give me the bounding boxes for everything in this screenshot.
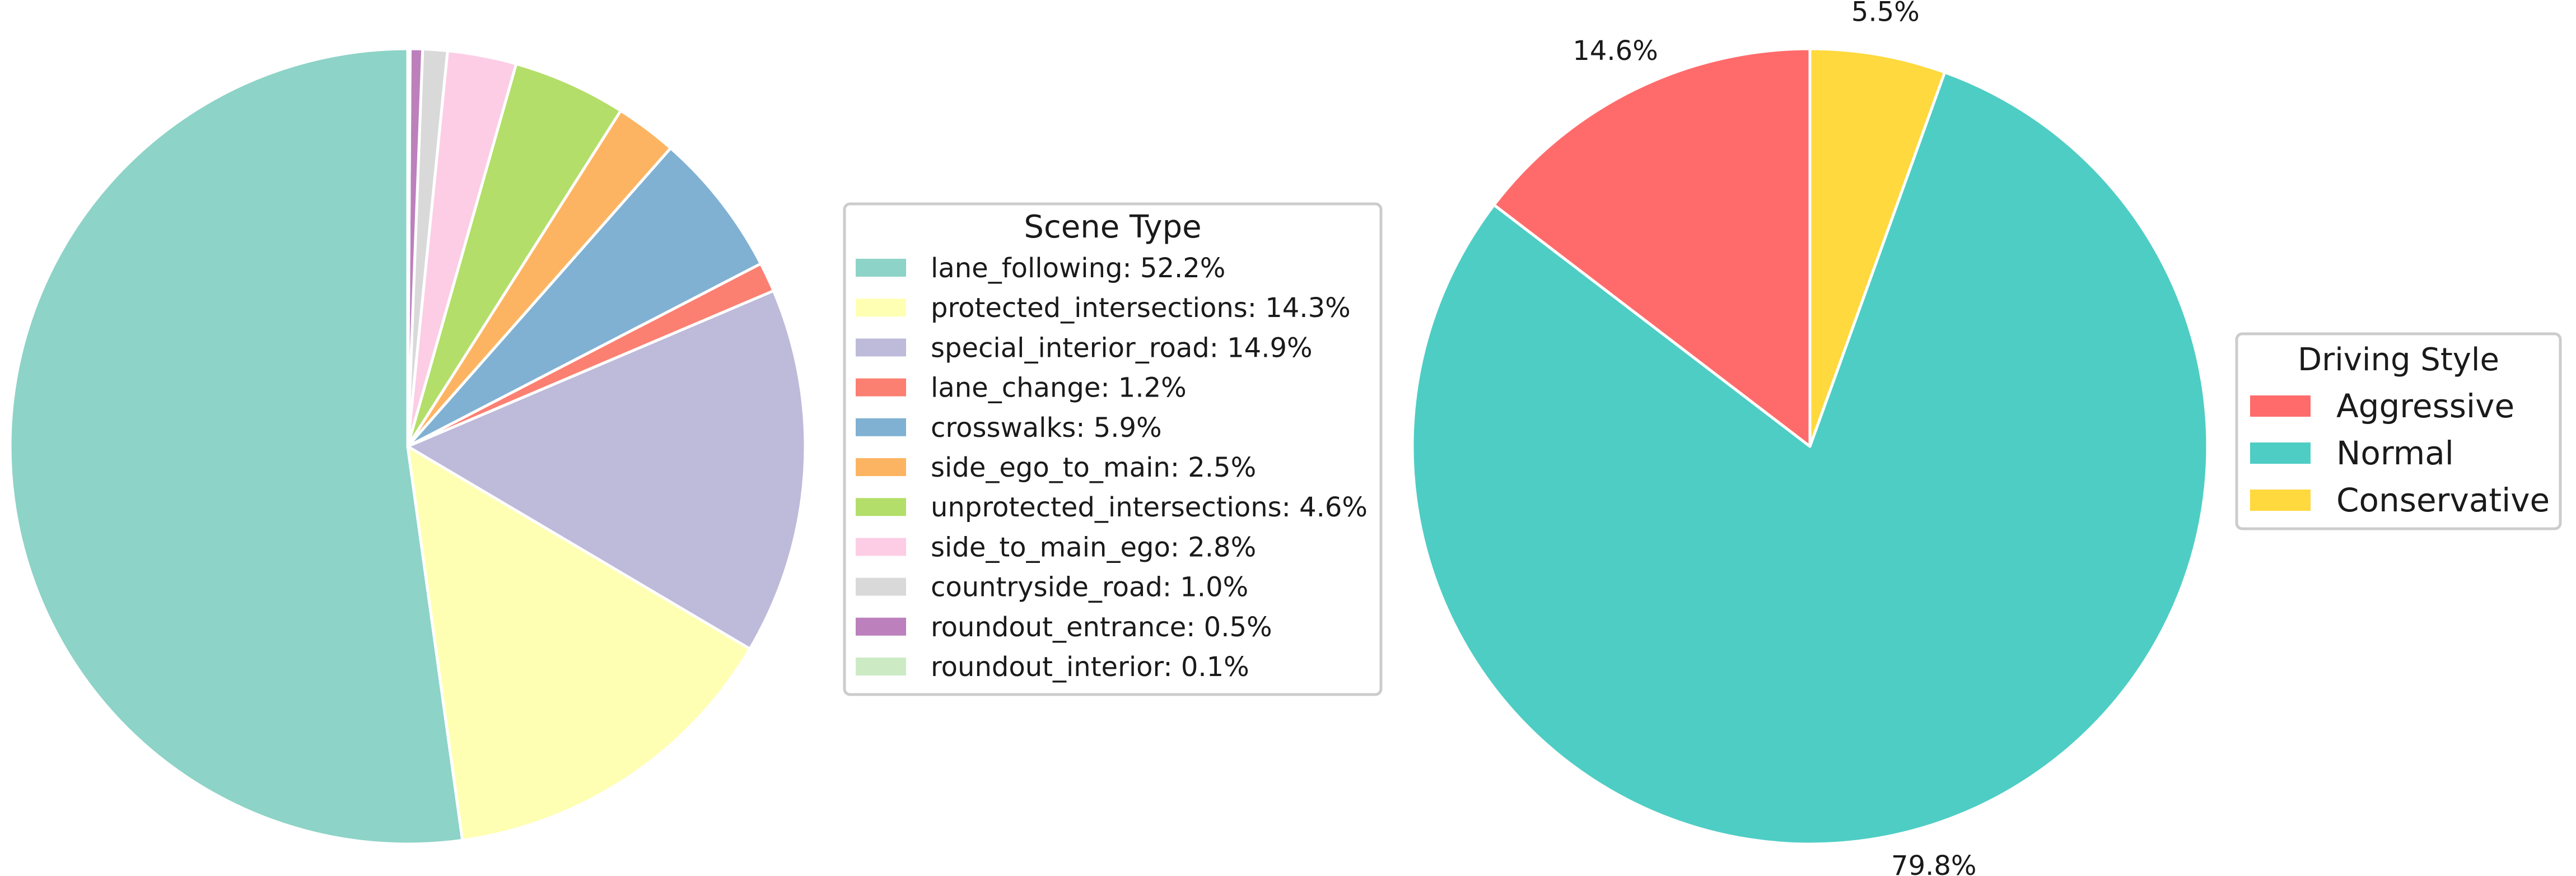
legend-label-lane-change: lane_change: 1.2% bbox=[931, 372, 1187, 404]
scene-type-legend-frame bbox=[843, 202, 1383, 696]
pie-slice-crosswalks bbox=[406, 146, 763, 448]
legend-swatch-aggressive bbox=[2250, 395, 2311, 417]
legend-label-lane-following: lane_following: 52.2% bbox=[931, 253, 1225, 284]
pie-slice-conservative bbox=[1808, 47, 1947, 448]
scene-type-legend-title: Scene Type bbox=[1024, 209, 1201, 245]
legend-label-side-to-main-ego: side_to_main_ego: 2.8% bbox=[931, 532, 1256, 563]
legend-label-roundout-interior: roundout_interior: 0.1% bbox=[931, 651, 1249, 683]
legend-label-normal: Normal bbox=[2336, 434, 2454, 472]
legend-swatch-special-interior-road bbox=[856, 338, 906, 357]
pie-slice-protected-intersections bbox=[406, 445, 752, 842]
scene-type-pie bbox=[8, 47, 807, 846]
pie-slice-unprotected-intersections bbox=[406, 62, 622, 448]
legend-swatch-lane-change bbox=[856, 378, 906, 397]
pie-slice-normal bbox=[1411, 71, 2209, 846]
legend-swatch-countryside-road bbox=[856, 577, 906, 596]
legend-label-crosswalks: crosswalks: 5.9% bbox=[931, 412, 1162, 444]
pct-label-conservative: 5.5% bbox=[1851, 0, 1920, 28]
legend-swatch-roundout-interior bbox=[856, 658, 906, 675]
pct-label-normal: 79.8% bbox=[1891, 850, 1976, 876]
legend-swatch-normal bbox=[2250, 442, 2311, 464]
legend-swatch-side-to-main-ego bbox=[856, 538, 906, 556]
legend-label-unprotected-intersections: unprotected_intersections: 4.6% bbox=[931, 492, 1368, 523]
legend-label-side-ego-to-main: side_ego_to_main: 2.5% bbox=[931, 452, 1256, 483]
driving-style-legend: Driving Style Aggressive Normal Conservati… bbox=[2235, 332, 2562, 530]
pct-label-aggressive: 14.6% bbox=[1572, 35, 1658, 67]
legend-swatch-side-ego-to-main bbox=[856, 458, 906, 476]
scene-type-legend: Scene Type lane_following: 52.2% protecte… bbox=[843, 202, 1383, 696]
driving-style-pie: 14.6% 79.8% 5.5% bbox=[1411, 0, 2209, 876]
legend-swatch-protected-intersections bbox=[856, 299, 906, 317]
driving-style-legend-frame bbox=[2235, 332, 2562, 530]
driving-style-legend-title: Driving Style bbox=[2298, 342, 2499, 378]
driving-style-legend-items: Aggressive Normal Conservative bbox=[2250, 387, 2550, 519]
legend-swatch-lane-following bbox=[856, 259, 906, 277]
pie-slice-roundout-interior bbox=[406, 47, 412, 448]
scene-type-legend-items: lane_following: 52.2% protected_intersect… bbox=[856, 253, 1368, 683]
legend-label-aggressive: Aggressive bbox=[2336, 387, 2514, 425]
legend-label-protected-intersections: protected_intersections: 14.3% bbox=[931, 292, 1351, 324]
pie-slice-aggressive bbox=[1492, 47, 1812, 448]
legend-label-roundout-entrance: roundout_entrance: 0.5% bbox=[931, 612, 1272, 643]
legend-swatch-unprotected-intersections bbox=[856, 498, 906, 516]
pie-slice-lane-following bbox=[8, 47, 464, 846]
legend-label-conservative: Conservative bbox=[2336, 481, 2550, 519]
legend-swatch-crosswalks bbox=[856, 418, 906, 436]
legend-label-countryside-road: countryside_road: 1.0% bbox=[931, 572, 1248, 603]
legend-label-special-interior-road: special_interior_road: 14.9% bbox=[931, 332, 1313, 364]
legend-swatch-roundout-entrance bbox=[856, 617, 906, 636]
pie-slice-special-interior-road bbox=[406, 289, 807, 650]
legend-swatch-conservative bbox=[2250, 490, 2311, 511]
